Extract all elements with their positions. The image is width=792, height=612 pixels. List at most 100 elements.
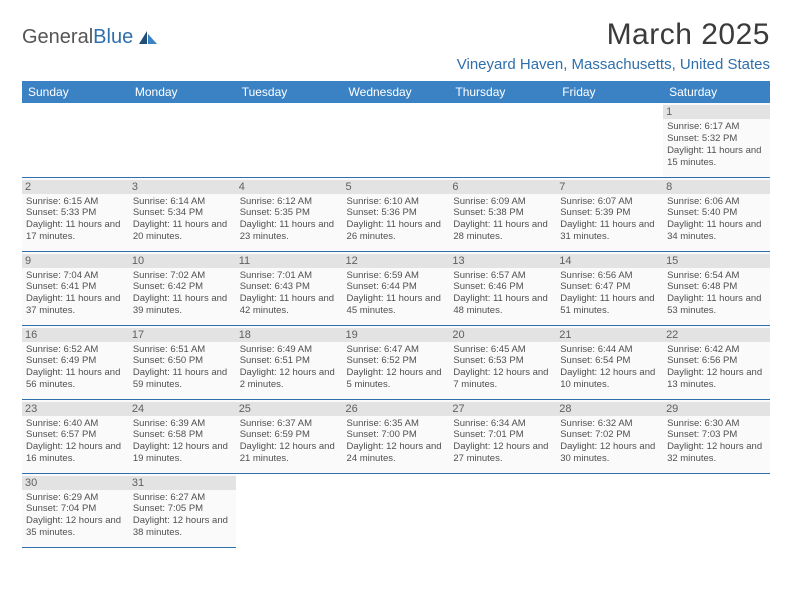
- day-details: Sunrise: 6:45 AMSunset: 6:53 PMDaylight:…: [453, 344, 552, 392]
- day-number: 19: [343, 328, 450, 342]
- calendar-day-cell: 5 Sunrise: 6:10 AMSunset: 5:36 PMDaylight…: [343, 177, 450, 251]
- calendar-day-cell: 22 Sunrise: 6:42 AMSunset: 6:56 PMDayligh…: [663, 325, 770, 399]
- day-number: 2: [22, 180, 129, 194]
- brand-part1: General: [22, 26, 93, 49]
- weekday-header: Sunday: [22, 81, 129, 103]
- calendar-day-cell: 3 Sunrise: 6:14 AMSunset: 5:34 PMDaylight…: [129, 177, 236, 251]
- day-details: Sunrise: 7:02 AMSunset: 6:42 PMDaylight:…: [133, 270, 232, 318]
- day-number: 31: [129, 476, 236, 490]
- day-number: 30: [22, 476, 129, 490]
- day-details: Sunrise: 6:57 AMSunset: 6:46 PMDaylight:…: [453, 270, 552, 318]
- day-details: Sunrise: 6:52 AMSunset: 6:49 PMDaylight:…: [26, 344, 125, 392]
- sail-icon: [137, 29, 159, 47]
- header: GeneralBlue March 2025 Vineyard Haven, M…: [22, 18, 770, 73]
- day-details: Sunrise: 6:35 AMSunset: 7:00 PMDaylight:…: [347, 418, 446, 466]
- weekday-header: Thursday: [449, 81, 556, 103]
- calendar-empty-cell: [236, 473, 343, 547]
- day-details: Sunrise: 6:59 AMSunset: 6:44 PMDaylight:…: [347, 270, 446, 318]
- calendar-day-cell: 11Sunrise: 7:01 AMSunset: 6:43 PMDayligh…: [236, 251, 343, 325]
- calendar-day-cell: 31Sunrise: 6:27 AMSunset: 7:05 PMDayligh…: [129, 473, 236, 547]
- day-details: Sunrise: 6:54 AMSunset: 6:48 PMDaylight:…: [667, 270, 766, 318]
- day-details: Sunrise: 6:49 AMSunset: 6:51 PMDaylight:…: [240, 344, 339, 392]
- calendar-day-cell: 25 Sunrise: 6:37 AMSunset: 6:59 PMDayligh…: [236, 399, 343, 473]
- day-number: 13: [449, 254, 556, 268]
- calendar-empty-cell: [556, 103, 663, 177]
- day-number: 7: [556, 180, 663, 194]
- calendar-empty-cell: [236, 103, 343, 177]
- calendar-day-cell: 17Sunrise: 6:51 AMSunset: 6:50 PMDayligh…: [129, 325, 236, 399]
- calendar-day-cell: 2 Sunrise: 6:15 AMSunset: 5:33 PMDaylight…: [22, 177, 129, 251]
- calendar-empty-cell: [343, 473, 450, 547]
- calendar-week-row: 1 Sunrise: 6:17 AMSunset: 5:32 PMDaylight…: [22, 103, 770, 177]
- month-title: March 2025: [457, 18, 770, 52]
- day-number: 16: [22, 328, 129, 342]
- day-details: Sunrise: 6:42 AMSunset: 6:56 PMDaylight:…: [667, 344, 766, 392]
- day-number: 22: [663, 328, 770, 342]
- day-details: Sunrise: 6:34 AMSunset: 7:01 PMDaylight:…: [453, 418, 552, 466]
- calendar-week-row: 30 Sunrise: 6:29 AMSunset: 7:04 PMDayligh…: [22, 473, 770, 547]
- day-number: 23: [22, 402, 129, 416]
- brand-logo: GeneralBlue: [22, 26, 159, 49]
- calendar-day-cell: 19 Sunrise: 6:47 AMSunset: 6:52 PMDayligh…: [343, 325, 450, 399]
- day-number: 14: [556, 254, 663, 268]
- calendar-day-cell: 15 Sunrise: 6:54 AMSunset: 6:48 PMDayligh…: [663, 251, 770, 325]
- calendar-day-cell: 20Sunrise: 6:45 AMSunset: 6:53 PMDayligh…: [449, 325, 556, 399]
- day-number: 26: [343, 402, 450, 416]
- calendar-body: 1 Sunrise: 6:17 AMSunset: 5:32 PMDaylight…: [22, 103, 770, 547]
- day-details: Sunrise: 6:17 AMSunset: 5:32 PMDaylight:…: [667, 121, 766, 169]
- calendar-day-cell: 29Sunrise: 6:30 AMSunset: 7:03 PMDayligh…: [663, 399, 770, 473]
- day-details: Sunrise: 6:32 AMSunset: 7:02 PMDaylight:…: [560, 418, 659, 466]
- day-details: Sunrise: 6:30 AMSunset: 7:03 PMDaylight:…: [667, 418, 766, 466]
- day-number: 27: [449, 402, 556, 416]
- calendar-day-cell: 1 Sunrise: 6:17 AMSunset: 5:32 PMDaylight…: [663, 103, 770, 177]
- calendar-empty-cell: [343, 103, 450, 177]
- calendar-day-cell: 23 Sunrise: 6:40 AMSunset: 6:57 PMDayligh…: [22, 399, 129, 473]
- weekday-header: Monday: [129, 81, 236, 103]
- calendar-day-cell: 27 Sunrise: 6:34 AMSunset: 7:01 PMDayligh…: [449, 399, 556, 473]
- location-subtitle: Vineyard Haven, Massachusetts, United St…: [457, 56, 770, 73]
- day-number: 1: [663, 105, 770, 119]
- day-number: 15: [663, 254, 770, 268]
- weekday-header: Friday: [556, 81, 663, 103]
- day-number: 3: [129, 180, 236, 194]
- calendar-day-cell: 24 Sunrise: 6:39 AMSunset: 6:58 PMDayligh…: [129, 399, 236, 473]
- calendar-day-cell: 18 Sunrise: 6:49 AMSunset: 6:51 PMDayligh…: [236, 325, 343, 399]
- day-number: 25: [236, 402, 343, 416]
- day-details: Sunrise: 6:37 AMSunset: 6:59 PMDaylight:…: [240, 418, 339, 466]
- calendar-week-row: 16 Sunrise: 6:52 AMSunset: 6:49 PMDayligh…: [22, 325, 770, 399]
- calendar-empty-cell: [663, 473, 770, 547]
- day-number: 10: [129, 254, 236, 268]
- day-number: 21: [556, 328, 663, 342]
- weekday-header: Tuesday: [236, 81, 343, 103]
- day-number: 6: [449, 180, 556, 194]
- day-number: 11: [236, 254, 343, 268]
- day-details: Sunrise: 6:29 AMSunset: 7:04 PMDaylight:…: [26, 492, 125, 540]
- day-details: Sunrise: 7:04 AMSunset: 6:41 PMDaylight:…: [26, 270, 125, 318]
- day-number: 5: [343, 180, 450, 194]
- calendar-day-cell: 4Sunrise: 6:12 AMSunset: 5:35 PMDaylight…: [236, 177, 343, 251]
- weekday-header: Saturday: [663, 81, 770, 103]
- day-number: 17: [129, 328, 236, 342]
- title-block: March 2025 Vineyard Haven, Massachusetts…: [457, 18, 770, 73]
- day-details: Sunrise: 6:10 AMSunset: 5:36 PMDaylight:…: [347, 196, 446, 244]
- calendar-day-cell: 26 Sunrise: 6:35 AMSunset: 7:00 PMDayligh…: [343, 399, 450, 473]
- day-details: Sunrise: 6:14 AMSunset: 5:34 PMDaylight:…: [133, 196, 232, 244]
- calendar-week-row: 2 Sunrise: 6:15 AMSunset: 5:33 PMDaylight…: [22, 177, 770, 251]
- calendar-day-cell: 14Sunrise: 6:56 AMSunset: 6:47 PMDayligh…: [556, 251, 663, 325]
- calendar-day-cell: 30 Sunrise: 6:29 AMSunset: 7:04 PMDayligh…: [22, 473, 129, 547]
- day-details: Sunrise: 6:15 AMSunset: 5:33 PMDaylight:…: [26, 196, 125, 244]
- day-number: 24: [129, 402, 236, 416]
- day-details: Sunrise: 6:39 AMSunset: 6:58 PMDaylight:…: [133, 418, 232, 466]
- calendar-day-cell: 16 Sunrise: 6:52 AMSunset: 6:49 PMDayligh…: [22, 325, 129, 399]
- day-details: Sunrise: 6:40 AMSunset: 6:57 PMDaylight:…: [26, 418, 125, 466]
- calendar-day-cell: 6Sunrise: 6:09 AMSunset: 5:38 PMDaylight…: [449, 177, 556, 251]
- calendar-day-cell: 12Sunrise: 6:59 AMSunset: 6:44 PMDayligh…: [343, 251, 450, 325]
- day-details: Sunrise: 6:47 AMSunset: 6:52 PMDaylight:…: [347, 344, 446, 392]
- day-number: 18: [236, 328, 343, 342]
- calendar-day-cell: 13 Sunrise: 6:57 AMSunset: 6:46 PMDayligh…: [449, 251, 556, 325]
- day-details: Sunrise: 6:12 AMSunset: 5:35 PMDaylight:…: [240, 196, 339, 244]
- calendar-empty-cell: [129, 103, 236, 177]
- calendar-day-cell: 7Sunrise: 6:07 AMSunset: 5:39 PMDaylight…: [556, 177, 663, 251]
- calendar-week-row: 9Sunrise: 7:04 AMSunset: 6:41 PMDaylight…: [22, 251, 770, 325]
- calendar-empty-cell: [449, 103, 556, 177]
